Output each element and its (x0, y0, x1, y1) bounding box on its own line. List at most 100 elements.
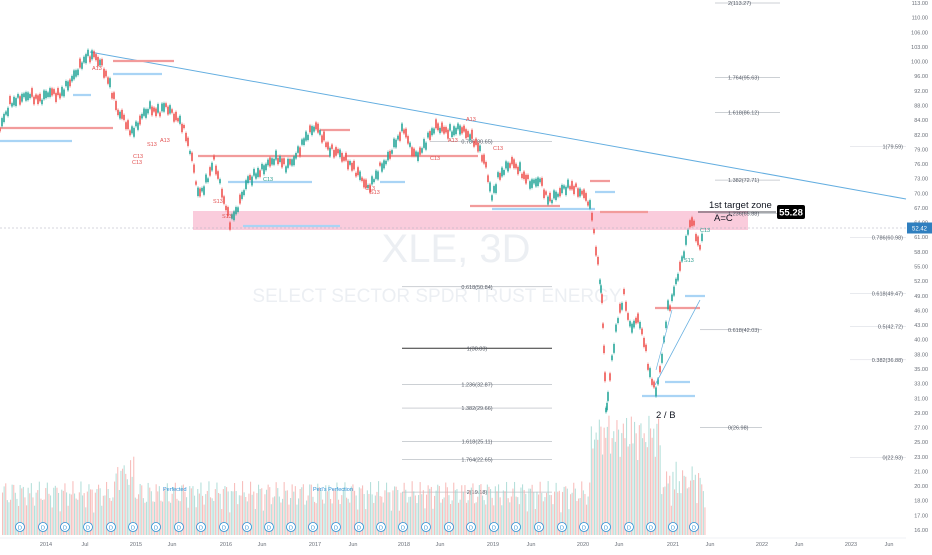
volume-bar (240, 495, 242, 535)
pivot-label: C13 (263, 177, 273, 183)
volume-bar (62, 490, 64, 535)
dividend-marker[interactable] (398, 522, 408, 532)
dividend-marker[interactable] (624, 522, 634, 532)
candle-body (319, 130, 321, 135)
dividend-marker[interactable] (579, 522, 589, 532)
candle-body (41, 99, 43, 105)
dividend-marker[interactable] (264, 522, 274, 532)
dividend-marker-letter: D (109, 525, 113, 531)
volume-bar (59, 511, 61, 535)
volume-bar (611, 438, 613, 535)
volume-bar (416, 503, 418, 535)
dividend-marker[interactable] (421, 522, 431, 532)
volume-bar (109, 497, 111, 535)
dividend-marker[interactable] (646, 522, 656, 532)
candle-body (33, 96, 35, 105)
dividend-marker[interactable] (511, 522, 521, 532)
volume-bar (38, 481, 40, 535)
candle-body (285, 166, 287, 173)
candle-body (357, 167, 359, 176)
volume-bar (547, 481, 549, 535)
dividend-marker[interactable] (557, 522, 567, 532)
volume-bar (653, 428, 655, 535)
volume-bar (182, 484, 184, 535)
candle-body (329, 147, 331, 157)
fib-label: 0.5(42.72) (878, 324, 903, 330)
dividend-marker[interactable] (489, 522, 499, 532)
dividend-marker[interactable] (242, 522, 252, 532)
volume-bar (376, 491, 378, 535)
fib-label: 0.618(50.84) (461, 285, 492, 291)
candle-body (517, 166, 519, 175)
dividend-marker[interactable] (601, 522, 611, 532)
dividend-marker[interactable] (331, 522, 341, 532)
candle-body (519, 162, 521, 171)
candle-body (355, 172, 357, 177)
fib-label: 2(113.27) (728, 1, 751, 7)
dividend-marker[interactable] (196, 522, 206, 532)
volume-bar (579, 497, 581, 535)
volume-bar (678, 481, 680, 535)
candle-body (647, 363, 649, 370)
volume-bar (114, 481, 116, 535)
candle-body (529, 181, 531, 189)
candle-body (443, 126, 445, 134)
price-tick-label: 96.00 (914, 74, 928, 80)
volume-bar (14, 492, 16, 535)
candle-body (551, 199, 553, 204)
candle-body (653, 381, 655, 388)
volume-bar (237, 504, 239, 535)
volume-bar (232, 491, 234, 535)
dividend-marker[interactable] (174, 522, 184, 532)
price-axis[interactable]: 113.00 110.00 106.00 103.00 100.00 96.00 92.00… (911, 1, 928, 534)
candle-body (505, 161, 507, 169)
dividend-marker[interactable] (38, 522, 48, 532)
recovery-leg-line-2 (655, 309, 673, 371)
volume-bar (254, 508, 256, 535)
volume-bar (342, 487, 344, 535)
candle-body (337, 149, 339, 154)
dividend-marker[interactable] (466, 522, 476, 532)
dividend-marker[interactable] (106, 522, 116, 532)
volume-bar (142, 498, 144, 535)
candle-body (303, 138, 305, 146)
dividend-marker[interactable] (444, 522, 454, 532)
candle-body (515, 163, 517, 169)
volume-bar (235, 491, 237, 535)
time-axis[interactable]: 2014 Jul 2015 Jun 2016 Jun 2017 Jun 2018 Jun 2019 J… (40, 542, 894, 548)
candle-body (665, 321, 667, 328)
volume-bar (485, 504, 487, 535)
dividend-marker-letter: D (41, 525, 45, 531)
dividend-marker[interactable] (354, 522, 364, 532)
candle-body (541, 177, 543, 186)
dividend-marker[interactable] (219, 522, 229, 532)
dividend-marker[interactable] (668, 522, 678, 532)
candle-body (165, 103, 167, 107)
volume-bar (400, 492, 402, 535)
candle-body (431, 128, 433, 136)
dividend-marker[interactable] (60, 522, 70, 532)
candle-body (183, 124, 185, 129)
dividend-marker[interactable] (376, 522, 386, 532)
dividend-marker[interactable] (128, 522, 138, 532)
dividend-marker[interactable] (151, 522, 161, 532)
dividend-marker[interactable] (308, 522, 318, 532)
dividend-marker[interactable] (15, 522, 25, 532)
volume-bar (285, 490, 287, 535)
volume-bar (46, 482, 48, 535)
candle-body (693, 220, 695, 226)
dividend-marker[interactable] (534, 522, 544, 532)
volume-bar (358, 487, 360, 535)
volume-bar (272, 497, 274, 535)
volume-bar (590, 426, 592, 535)
candle-body (85, 54, 87, 64)
volume-bar (261, 488, 263, 535)
dividend-marker[interactable] (286, 522, 296, 532)
candle-body (391, 150, 393, 154)
dividend-marker[interactable] (83, 522, 93, 532)
volume-bar (294, 486, 296, 535)
volume-bar (162, 501, 164, 535)
volume-bar (546, 492, 548, 535)
dividend-marker[interactable] (689, 522, 699, 532)
